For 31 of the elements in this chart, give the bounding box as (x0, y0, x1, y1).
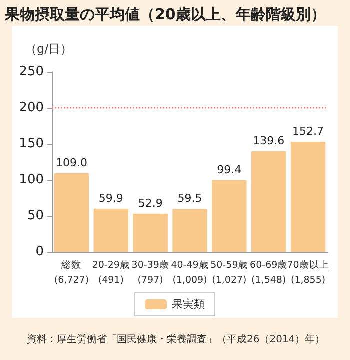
x-tick-label: 30-39歳 (797) (132, 259, 170, 286)
text: 59.9 (98, 192, 124, 205)
bar (212, 180, 247, 252)
x-tick-label: 総数 (6,727) (54, 259, 90, 286)
chart-title: 果物摂取量の平均値（20歳以上、年齢階級別） (4, 6, 326, 24)
text: 109.0 (56, 156, 88, 170)
bar (290, 142, 326, 252)
text: 139.6 (253, 134, 285, 148)
bar (252, 151, 286, 252)
text: 52.9 (138, 196, 163, 210)
text: 152.7 (292, 125, 324, 138)
bar (94, 208, 128, 252)
bar (54, 174, 90, 252)
x-tick-label: 70歳以上 (1,855) (287, 259, 330, 286)
x-tick-label: 20-29歳 (491) (92, 259, 130, 286)
text: 59.5 (178, 192, 202, 206)
y-tick-label: 200 (19, 100, 44, 116)
y-tick-label: 50 (27, 208, 44, 224)
legend-label: 果実類 (172, 298, 205, 311)
y-tick-label: 100 (19, 172, 44, 188)
bar (133, 214, 168, 252)
y-tick-label: 0 (36, 244, 44, 260)
text: 99.4 (217, 163, 242, 176)
y-axis-title: （g/日） (25, 42, 73, 56)
x-tick-label: 40-49歳 (1,009) (171, 259, 209, 286)
y-tick-label: 150 (19, 136, 44, 152)
x-tick-label: 60-69歳 (1,548) (250, 259, 288, 286)
bar (172, 209, 208, 252)
x-tick-label: 50-59歳 (1,027) (210, 259, 248, 286)
text: 資料：厚生労働省「国民健康・栄養調査」（平成26（2014）年） (27, 334, 326, 346)
y-tick-label: 250 (19, 64, 44, 80)
